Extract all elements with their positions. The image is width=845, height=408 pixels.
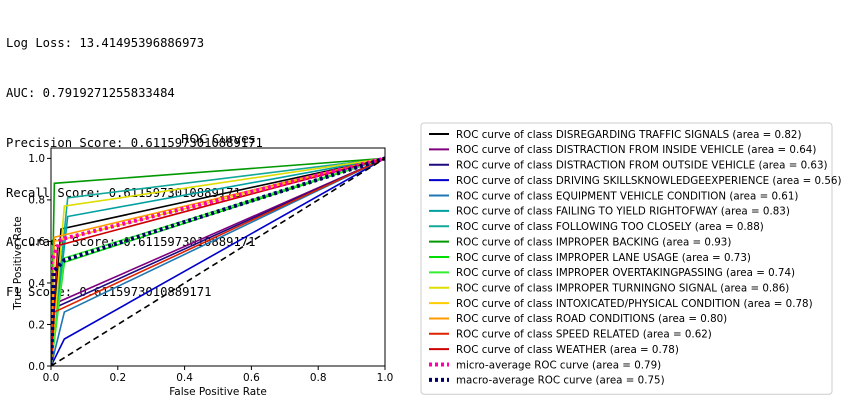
- legend-entry-label: ROC curve of class IMPROPER LANE USAGE (…: [456, 252, 751, 264]
- legend-entry-label: ROC curve of class SPEED RELATED (area =…: [456, 329, 712, 341]
- legend-entry-label: ROC curve of class DISTRACTION FROM INSI…: [456, 144, 816, 156]
- chance-diagonal-line: [51, 157, 385, 366]
- y-tick-label: 0.6: [28, 236, 45, 248]
- legend-entry-label: ROC curve of class DISTRACTION FROM OUTS…: [456, 160, 828, 172]
- y-tick-label: 0.2: [28, 319, 45, 331]
- legend-entry-label: ROC curve of class IMPROPER OVERTAKINGPA…: [456, 267, 795, 279]
- x-tick-label: 0.8: [310, 372, 327, 384]
- legend-entry-label: ROC curve of class FOLLOWING TOO CLOSELY…: [456, 221, 764, 233]
- legend-entry-label: macro-average ROC curve (area = 0.75): [456, 375, 665, 387]
- auc-line: AUC: 0.7919271255833484: [6, 85, 175, 100]
- legend-entry-label: ROC curve of class WEATHER (area = 0.78): [456, 344, 679, 356]
- x-tick-label: 0.0: [43, 372, 60, 384]
- legend-entry-label: ROC curve of class DISREGARDING TRAFFIC …: [456, 129, 802, 141]
- x-tick-label: 0.4: [176, 372, 193, 384]
- log-loss-line: Log Loss: 13.41495396886973: [6, 36, 205, 51]
- series-line-5: [51, 157, 385, 366]
- y-tick-label: 0.4: [28, 278, 45, 290]
- x-tick-label: 0.6: [243, 372, 260, 384]
- legend-box: [420, 122, 833, 395]
- y-tick-label: 0.8: [28, 195, 45, 207]
- x-tick-label: 1.0: [377, 372, 394, 384]
- legend-entry-label: ROC curve of class ROAD CONDITIONS (area…: [456, 313, 727, 325]
- legend-entry-label: ROC curve of class IMPROPER TURNINGNO SI…: [456, 283, 789, 295]
- x-tick-label: 0.2: [109, 372, 126, 384]
- legend-entry-label: ROC curve of class IMPROPER BACKING (are…: [456, 236, 731, 248]
- legend-entry-label: micro-average ROC curve (area = 0.79): [456, 359, 661, 371]
- series-line-7: [51, 157, 385, 366]
- legend-entry-label: ROC curve of class EQUIPMENT VEHICLE CON…: [456, 190, 798, 202]
- legend-entry-label: ROC curve of class FAILING TO YIELD RIGH…: [456, 206, 790, 218]
- recall-line: Recall Score: 0.6115973010889171: [6, 185, 241, 200]
- series-line-4: [51, 157, 385, 366]
- legend-entry-label: ROC curve of class DRIVING SKILLSKNOWLED…: [456, 175, 842, 187]
- series-line-16: [51, 156, 385, 366]
- y-tick-label: 1.0: [28, 153, 45, 165]
- axes-layer: 0.0 0.2 0.4 0.6 0.8 1.0 0.0 0.2 0.4 0.6 0.8 1.0: [28, 147, 394, 384]
- x-axis-label: False Positive Rate: [169, 386, 267, 398]
- legend: ROC curve of class DISREGARDING TRAFFIC …: [420, 122, 842, 395]
- series-line-11: [51, 157, 385, 366]
- chart-title: ROC Curves: [181, 131, 256, 146]
- series-line-17: [51, 156, 385, 366]
- legend-entry-label: ROC curve of class INTOXICATED/PHYSICAL …: [456, 298, 813, 310]
- precision-line: Precision Score: 0.6115973010889171: [6, 135, 263, 150]
- y-axis-label: True Positive Rate: [12, 216, 24, 311]
- series-layer: [51, 156, 385, 366]
- metrics-output: Log Loss: 13.41495396886973 AUC: 0.79192…: [6, 2, 263, 317]
- y-tick-label: 0.0: [28, 361, 45, 373]
- plot-frame: [50, 147, 386, 367]
